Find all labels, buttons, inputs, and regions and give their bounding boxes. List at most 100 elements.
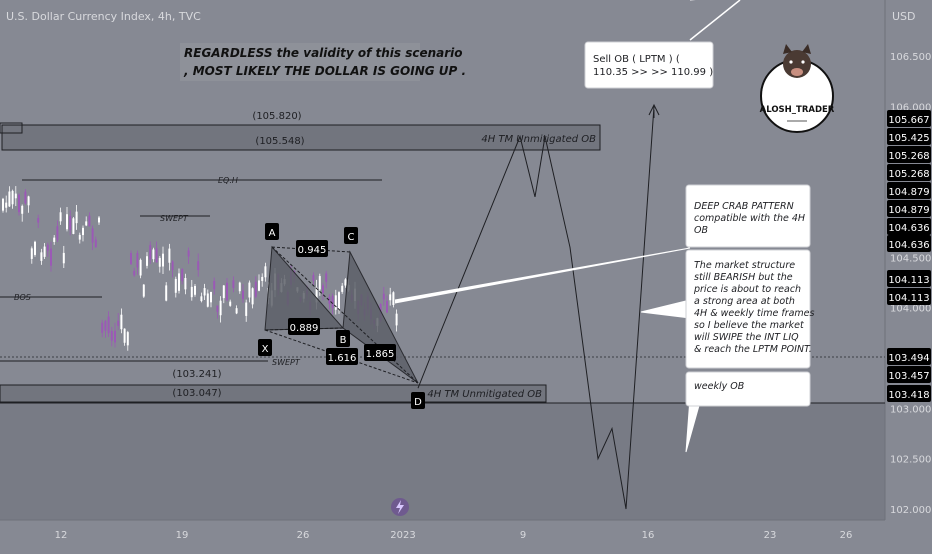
sell-ob-box: [584, 41, 714, 89]
candle: [75, 204, 78, 230]
upper-ob-top-label: (105.820): [252, 111, 301, 122]
sell-ob-leader: [689, 0, 741, 41]
candle: [34, 240, 36, 257]
price-tag-box: [887, 348, 931, 365]
candle: [168, 243, 171, 271]
price-tag-label: 103.457: [888, 371, 929, 382]
deep-crab-text: DEEP CRAB PATTERN compatible with the 4H O…: [694, 201, 805, 236]
price-tags: 105.667 105.425 105.268 105.268 104.879 104.8…: [887, 110, 931, 402]
candle: [235, 305, 238, 315]
projection-path: [417, 106, 655, 510]
lower-ob-zone: [0, 384, 547, 403]
candle: [88, 212, 91, 227]
price-tag-label: 105.667: [888, 115, 929, 126]
candle: [14, 186, 17, 207]
candle: [110, 326, 113, 347]
candle: [187, 247, 190, 264]
headline-backdrop: [180, 43, 420, 81]
lower-ob-top-label: (103.241): [172, 369, 221, 380]
candle: [226, 278, 228, 302]
candle: [171, 260, 174, 278]
candle: [162, 246, 164, 275]
candle: [248, 280, 251, 303]
candle: [123, 328, 126, 346]
candle: [325, 270, 328, 289]
candle: [78, 232, 81, 244]
weekly-ob-callout[interactable]: weekly OB: [685, 371, 811, 407]
price-axis-tick: 104.500: [890, 253, 931, 264]
candle: [40, 248, 43, 265]
ratio-line-ac: [271, 246, 351, 253]
price-axis-tick: 102.000: [890, 505, 931, 516]
price-tag: 103.418: [887, 385, 931, 402]
candle: [30, 246, 33, 264]
price-tag: 104.879: [887, 200, 931, 217]
ratio-xb-box: [288, 318, 320, 335]
weekly-ob-pointer: [685, 397, 701, 453]
price-tag: 104.113: [887, 288, 931, 305]
ratio-line-xb: [264, 327, 344, 331]
candle: [149, 241, 152, 264]
candle: [43, 243, 46, 259]
deep-crab-callout[interactable]: DEEP CRAB PATTERN compatible with the 4H O…: [685, 184, 811, 248]
candle: [261, 273, 264, 287]
price-tag-label: 104.636: [888, 240, 929, 251]
price-tag: 104.636: [887, 218, 931, 235]
candle: [27, 195, 30, 213]
logo-name: ALOSH_TRADER: [760, 105, 835, 115]
price-tag: 105.667: [887, 110, 931, 127]
lower-ob-label: 4H TM Unmitigated OB: [427, 389, 542, 400]
candle: [181, 268, 184, 285]
time-axis-tick: 19: [176, 530, 189, 541]
candle: [107, 311, 110, 337]
candle: [251, 287, 254, 309]
candle: [213, 277, 216, 295]
candle: [8, 186, 11, 208]
candle: [37, 214, 40, 229]
candle: [206, 289, 209, 308]
time-axis-tick: 26: [297, 530, 310, 541]
candle: [69, 210, 72, 236]
ratio-ac-box: [296, 240, 328, 257]
candle: [117, 313, 120, 331]
bolt-icon: [391, 498, 409, 516]
candle: [21, 204, 24, 222]
price-tag-box: [887, 288, 931, 305]
price-tag-box: [887, 235, 931, 252]
price-tag: 105.425: [887, 128, 931, 145]
weekly-ob-box: [685, 371, 811, 407]
time-axis-tick: 16: [642, 530, 655, 541]
candle: [85, 216, 88, 227]
candle: [216, 305, 219, 319]
candle: [219, 296, 222, 323]
point-x-box: [258, 339, 272, 356]
price-tag-label: 104.636: [888, 223, 929, 234]
ratio-ad-label: 1.616: [328, 353, 357, 364]
headline-line-2: , MOST LIKELY THE DOLLAR IS GOING UP .: [183, 64, 466, 78]
price-axis-tick: 103.000: [890, 404, 931, 415]
candle: [120, 308, 123, 334]
order-block-zones: (105.820) (105.548) 4H TM Unmitigated OB…: [0, 111, 885, 404]
candle: [2, 197, 4, 213]
candle: [258, 274, 260, 292]
structure-callout[interactable]: The market structure still BEARISH but th…: [685, 249, 815, 369]
candle: [24, 189, 27, 205]
logo-badge: ALOSH_TRADER: [760, 44, 835, 133]
sell-ob-callout[interactable]: Sell OB ( LPTM ) (110.35 >> >> 110.99 ): [584, 41, 714, 89]
price-tag-label: 104.879: [888, 187, 929, 198]
candle: [5, 195, 8, 213]
price-tag-box: [887, 366, 931, 383]
time-axis-tick: 2023: [390, 530, 415, 541]
price-tag-label: 105.268: [888, 169, 929, 180]
candle: [152, 247, 155, 263]
candle: [264, 262, 267, 282]
price-tag: 103.457: [887, 366, 931, 383]
candle: [136, 250, 139, 275]
swept-lower-label: SWEPT: [272, 358, 301, 367]
symbol-title: U.S. Dollar Currency Index, 4h, TVC: [6, 10, 201, 23]
candle: [133, 267, 136, 277]
candle: [184, 273, 187, 295]
price-tag-label: 103.494: [888, 353, 929, 364]
